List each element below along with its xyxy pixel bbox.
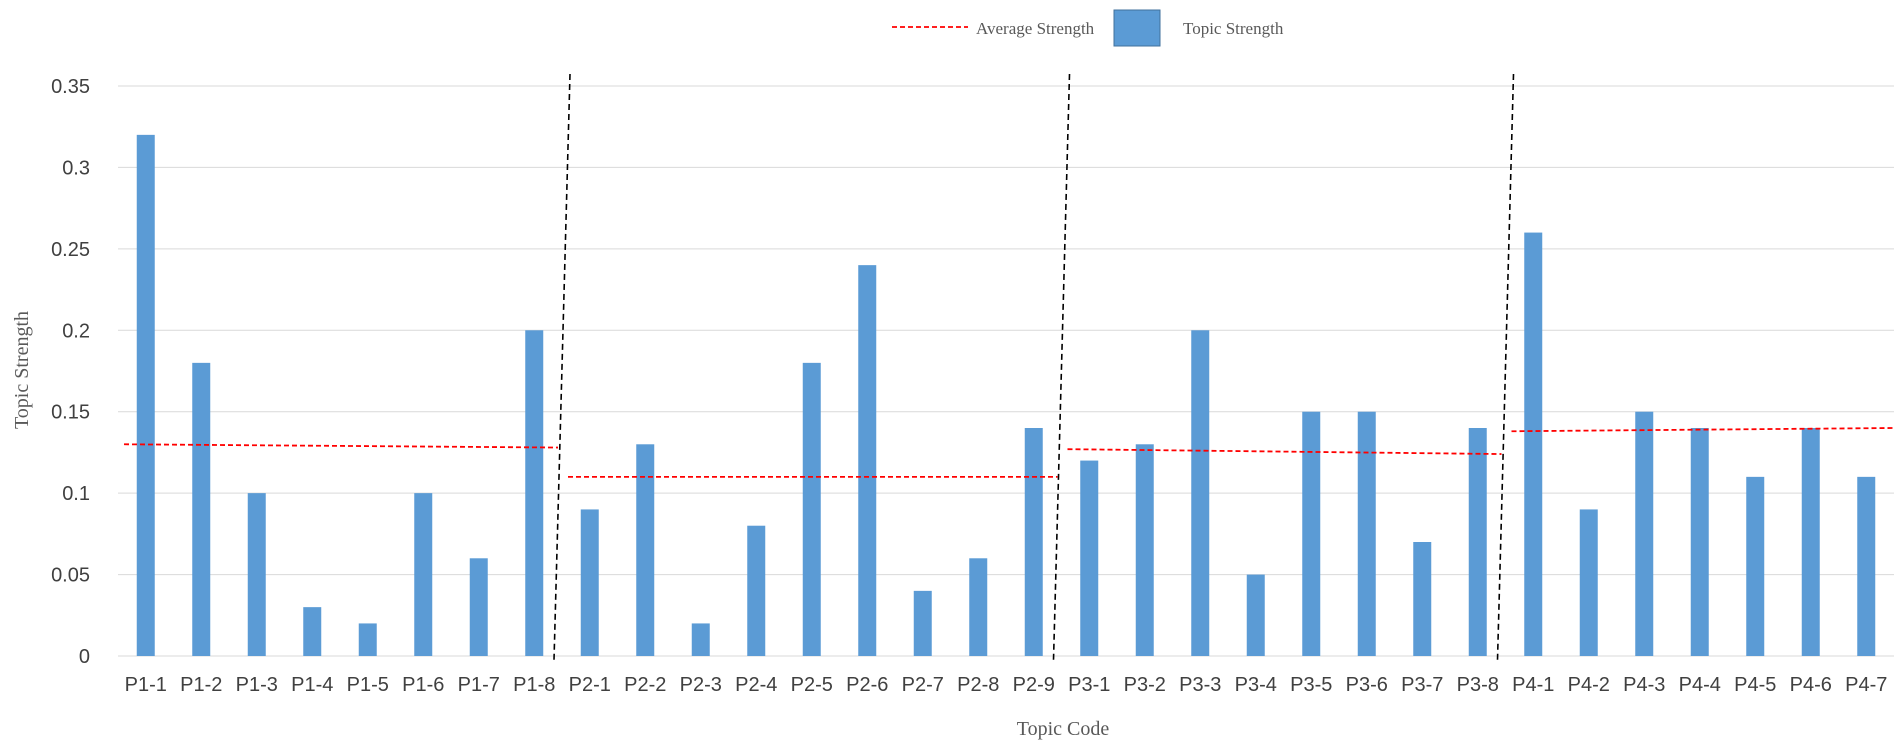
x-tick-label: P2-9 — [1013, 674, 1055, 696]
y-tick-label: 0.1 — [62, 483, 90, 505]
y-tick-label: 0.35 — [51, 76, 90, 98]
bar — [1635, 411, 1654, 656]
bar — [1413, 542, 1432, 656]
x-tick-label: P2-2 — [624, 674, 666, 696]
bar — [136, 134, 155, 656]
bar — [303, 607, 322, 656]
x-axis-title: Topic Code — [1017, 718, 1110, 740]
x-tick-label: P2-5 — [791, 674, 833, 696]
bar — [580, 509, 599, 656]
bar — [1302, 411, 1321, 656]
x-tick-label: P4-6 — [1790, 674, 1832, 696]
x-tick-label: P3-2 — [1124, 674, 1166, 696]
x-tick-label: P2-3 — [680, 674, 722, 696]
bar — [358, 623, 377, 656]
bar — [1579, 509, 1598, 656]
x-tick-label: P3-3 — [1179, 674, 1221, 696]
x-tick-label: P4-7 — [1845, 674, 1887, 696]
legend-topic-label: Topic Strength — [1183, 19, 1284, 38]
x-tick-label: P1-5 — [347, 674, 389, 696]
bar — [1080, 460, 1099, 656]
x-tick-label: P3-6 — [1346, 674, 1388, 696]
y-tick-label: 0.15 — [51, 402, 90, 424]
bar — [1024, 428, 1043, 656]
average-lines — [123, 427, 1895, 478]
x-tick-label: P3-4 — [1235, 674, 1277, 696]
period-divider — [1052, 73, 1071, 661]
x-tick-label: P1-7 — [458, 674, 500, 696]
x-tick-label: P3-5 — [1290, 674, 1332, 696]
x-tick-label: P1-3 — [236, 674, 278, 696]
bar — [969, 558, 988, 656]
x-tick-label: P1-2 — [180, 674, 222, 696]
period-dividers — [553, 73, 1515, 661]
legend-topic-swatch — [1113, 9, 1161, 47]
y-tick-labels: 0 0.05 0.1 0.15 0.2 0.25 0.3 0.35 — [51, 76, 90, 668]
x-tick-label: P2-8 — [957, 674, 999, 696]
y-tick-label: 0 — [79, 646, 90, 668]
bar — [1857, 476, 1876, 656]
bar — [691, 623, 710, 656]
bar — [1524, 232, 1543, 657]
bar — [1801, 428, 1820, 656]
y-axis-title: Topic Strength — [11, 311, 33, 429]
y-tick-label: 0.3 — [62, 157, 90, 179]
y-tick-label: 0.25 — [51, 239, 90, 261]
x-tick-label: P4-5 — [1734, 674, 1776, 696]
x-tick-label: P1-1 — [125, 674, 167, 696]
legend: Average Strength Topic Strength — [892, 9, 1284, 47]
x-tick-label: P2-6 — [846, 674, 888, 696]
x-tick-label: P3-1 — [1068, 674, 1110, 696]
bar — [913, 590, 932, 656]
bar — [1746, 476, 1765, 656]
period-divider — [553, 73, 571, 661]
x-tick-label: P1-4 — [291, 674, 333, 696]
x-tick-label: P3-8 — [1457, 674, 1499, 696]
x-tick-label: P1-6 — [402, 674, 444, 696]
x-tick-label: P1-8 — [513, 674, 555, 696]
x-tick-label: P4-2 — [1568, 674, 1610, 696]
bar — [1468, 428, 1487, 656]
x-tick-label: P3-7 — [1401, 674, 1443, 696]
average-line — [123, 443, 559, 449]
bars — [136, 134, 1876, 657]
x-tick-label: P4-4 — [1679, 674, 1721, 696]
bar — [1357, 411, 1376, 656]
bar — [636, 444, 655, 656]
x-tick-labels: P1-1 P1-2 P1-3 P1-4 P1-5 P1-6 P1-7 P1-8 P2-1 P2-2… — [125, 674, 1888, 696]
bar — [247, 493, 266, 656]
y-tick-label: 0.2 — [62, 320, 90, 342]
bar — [747, 525, 766, 656]
gridlines — [118, 85, 1894, 657]
bar — [192, 362, 211, 656]
bar — [1690, 428, 1709, 656]
x-tick-label: P2-4 — [735, 674, 777, 696]
bar — [469, 558, 488, 656]
bar — [414, 493, 433, 656]
x-tick-label: P2-1 — [569, 674, 611, 696]
legend-average-label: Average Strength — [976, 19, 1095, 38]
bar — [525, 330, 544, 656]
bar — [1135, 444, 1154, 656]
x-tick-label: P4-1 — [1512, 674, 1554, 696]
bar — [858, 265, 877, 656]
period-divider — [1496, 73, 1515, 661]
bar — [1246, 574, 1265, 656]
x-tick-label: P4-3 — [1623, 674, 1665, 696]
bar — [802, 362, 821, 656]
bar — [1191, 330, 1210, 656]
average-line — [1067, 448, 1502, 455]
y-tick-label: 0.05 — [51, 565, 90, 587]
x-tick-label: P2-7 — [902, 674, 944, 696]
